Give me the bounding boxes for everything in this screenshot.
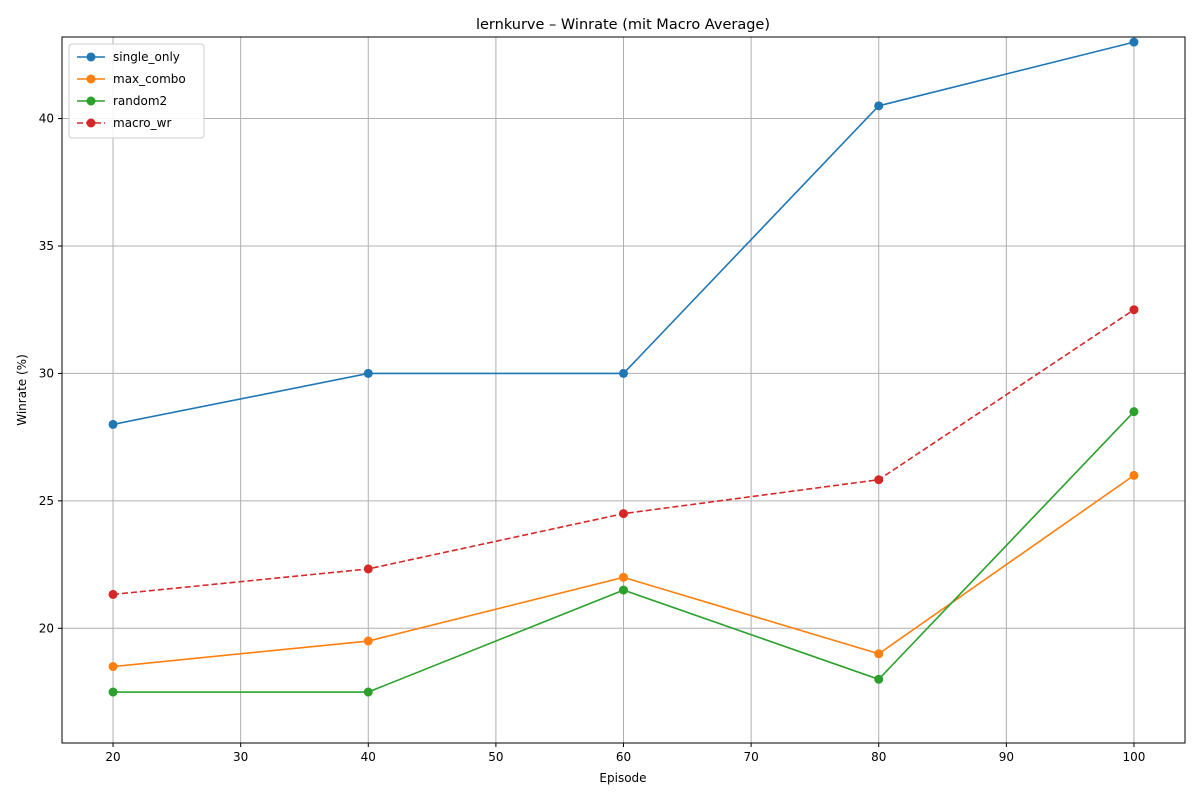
x-axis-label: Episode (599, 771, 646, 785)
x-tick-label: 100 (1123, 750, 1146, 764)
data-point-random2 (874, 674, 884, 684)
y-tick-label: 25 (39, 494, 54, 508)
data-point-max_combo (108, 662, 118, 672)
x-tick-label: 80 (871, 750, 886, 764)
legend-label-random2: random2 (113, 94, 167, 108)
legend-box (68, 43, 205, 139)
x-tick-label: 40 (361, 750, 376, 764)
data-point-macro_wr (108, 589, 118, 599)
legend-marker-single_only (86, 52, 96, 62)
data-point-random2 (1129, 407, 1139, 417)
data-point-random2 (619, 585, 628, 595)
x-tick-label: 30 (233, 750, 248, 764)
y-tick-label: 35 (39, 239, 54, 253)
axis-ticks: 20 30 40 50 60 70 80 90 100 20 25 30 35 40 (39, 112, 1146, 764)
x-tick-label: 70 (743, 750, 758, 764)
y-axis-label: Winrate (%) (15, 354, 29, 426)
data-point-macro_wr (874, 475, 884, 485)
data-point-max_combo (874, 649, 884, 659)
legend-marker-max_combo (86, 74, 96, 84)
data-point-macro_wr (363, 564, 373, 574)
x-tick-label: 50 (488, 750, 503, 764)
y-tick-label: 30 (39, 366, 54, 380)
legend-label-macro_wr: macro_wr (113, 116, 171, 130)
data-point-max_combo (619, 572, 628, 582)
data-point-macro_wr (619, 509, 628, 519)
data-point-random2 (108, 687, 118, 697)
data-point-random2 (363, 687, 373, 697)
x-tick-label: 90 (999, 750, 1014, 764)
data-point-single_only (619, 368, 628, 378)
chart-title: lernkurve – Winrate (mit Macro Average) (476, 17, 770, 33)
legend-marker-macro_wr (86, 118, 96, 128)
data-point-macro_wr (1129, 305, 1139, 315)
x-tick-label: 20 (105, 750, 120, 764)
data-point-max_combo (363, 636, 373, 646)
series-layer (108, 37, 1139, 697)
data-point-single_only (363, 368, 373, 378)
legend: single_only max_combo random2 macro_wr (68, 43, 205, 139)
data-point-max_combo (1129, 470, 1139, 480)
legend-label-single_only: single_only (113, 50, 180, 64)
y-tick-label: 20 (39, 621, 54, 635)
grid-lines (62, 37, 1185, 743)
legend-marker-random2 (86, 96, 96, 106)
data-point-single_only (108, 419, 118, 429)
data-point-single_only (1129, 37, 1139, 47)
x-tick-label: 60 (616, 750, 631, 764)
legend-label-max_combo: max_combo (113, 72, 186, 86)
y-tick-label: 40 (39, 112, 54, 126)
data-point-single_only (874, 101, 884, 111)
